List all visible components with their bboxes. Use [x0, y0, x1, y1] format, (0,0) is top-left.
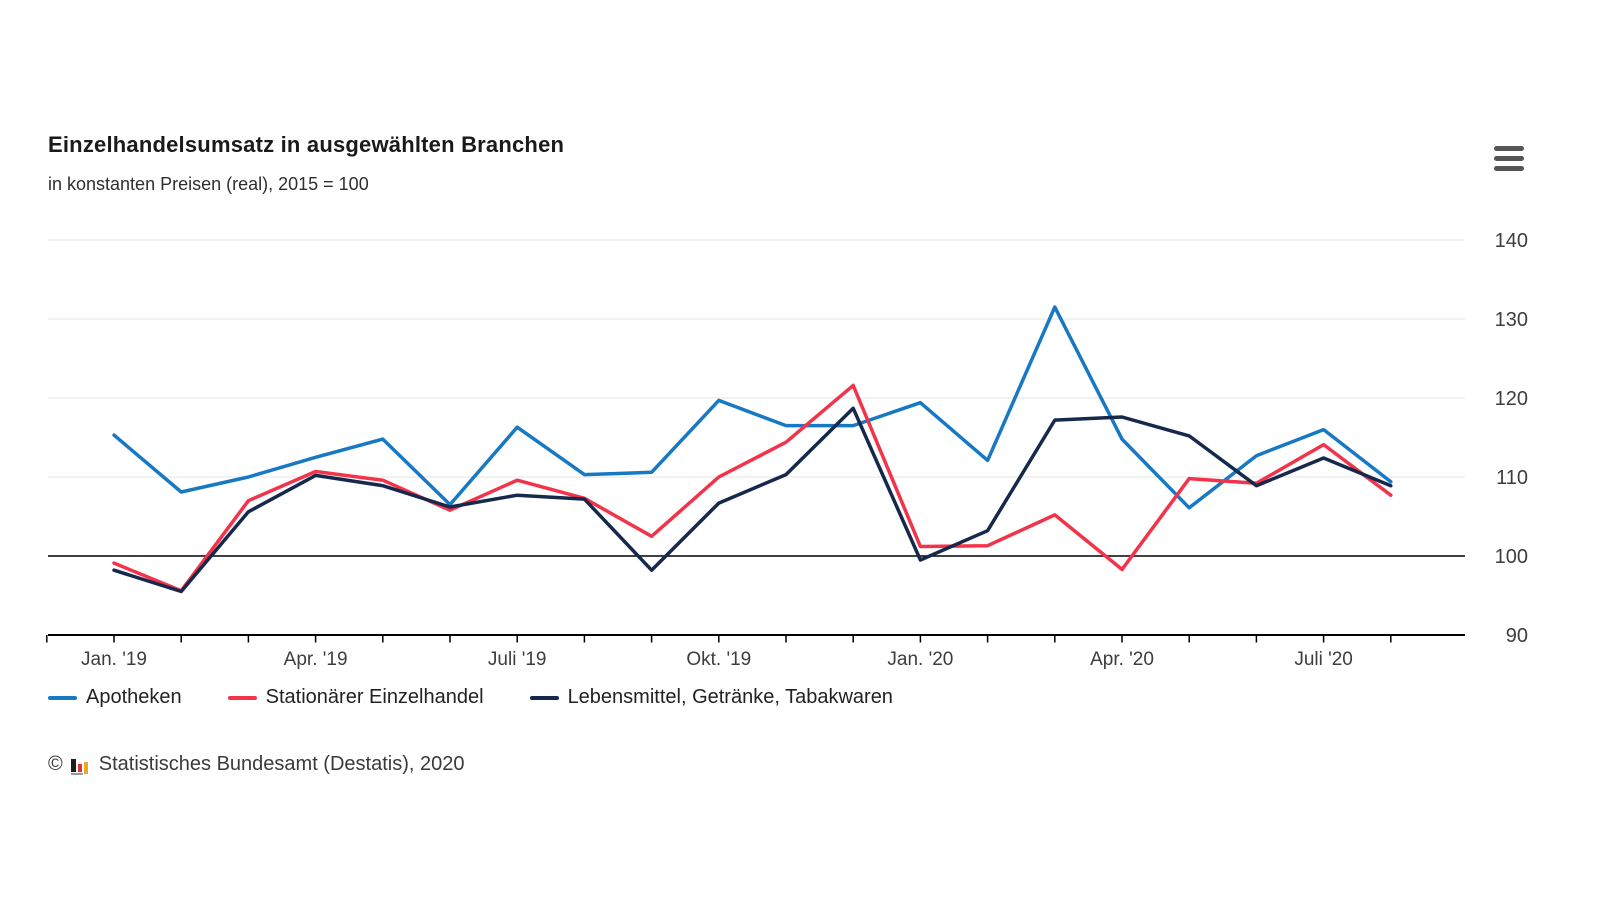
y-axis-label: 140 [1495, 230, 1528, 252]
legend-label: Apotheken [86, 686, 182, 708]
hamburger-icon [1494, 146, 1524, 151]
legend-marker-icon [48, 695, 77, 700]
y-axis-label: 90 [1506, 625, 1528, 647]
chart-title: Einzelhandelsumsatz in ausgewählten Bran… [48, 132, 565, 157]
series-line-stationärer-einzelhandel[interactable] [112, 383, 1393, 593]
legend-marker-icon [227, 695, 257, 700]
y-axis-label: 110 [1496, 467, 1528, 489]
source-credit: © Statistisches Bundesamt (Destatis), 20… [48, 753, 464, 776]
x-axis-label: Okt. '19 [686, 649, 751, 670]
legend-label: Lebensmittel, Getränke, Tabakwaren [567, 686, 893, 708]
x-axis-label: Jan. '20 [887, 649, 953, 670]
hamburger-icon [1494, 156, 1524, 161]
hamburger-icon [1494, 166, 1524, 171]
x-axis-label: Jan. '19 [81, 649, 147, 670]
copyright-symbol: © [48, 753, 63, 775]
y-axis-label: 130 [1495, 309, 1528, 331]
chart-legend: Apotheken Stationärer Einzelhandel Lebensm… [48, 686, 893, 709]
x-axis-label: Apr. '19 [284, 649, 348, 670]
chart-subtitle: in konstanten Preisen (real), 2015 = 100 [48, 174, 369, 194]
x-axis-label: Juli '20 [1294, 649, 1353, 670]
y-axis-label: 120 [1495, 388, 1528, 410]
series-line-lebensmittel-getränke-tabakwaren[interactable] [112, 406, 1393, 594]
legend-item-lebensmittel-getränke-tabakwaren[interactable]: Lebensmittel, Getränke, Tabakwaren [529, 686, 893, 709]
legend-marker-icon [529, 695, 559, 700]
x-axis-label: Juli '19 [488, 649, 547, 670]
legend-item-apotheken[interactable]: Apotheken [48, 686, 182, 709]
x-axis-label: Apr. '20 [1090, 649, 1154, 670]
source-credit-text: Statistisches Bundesamt (Destatis), 2020 [98, 753, 465, 775]
legend-label: Stationärer Einzelhandel [265, 686, 484, 708]
chart-context-menu-button[interactable] [1494, 146, 1524, 171]
legend-item-stationärer-einzelhandel[interactable]: Stationärer Einzelhandel [227, 686, 484, 709]
destatis-logo-icon [70, 757, 92, 776]
y-axis-label: 100 [1495, 546, 1528, 568]
